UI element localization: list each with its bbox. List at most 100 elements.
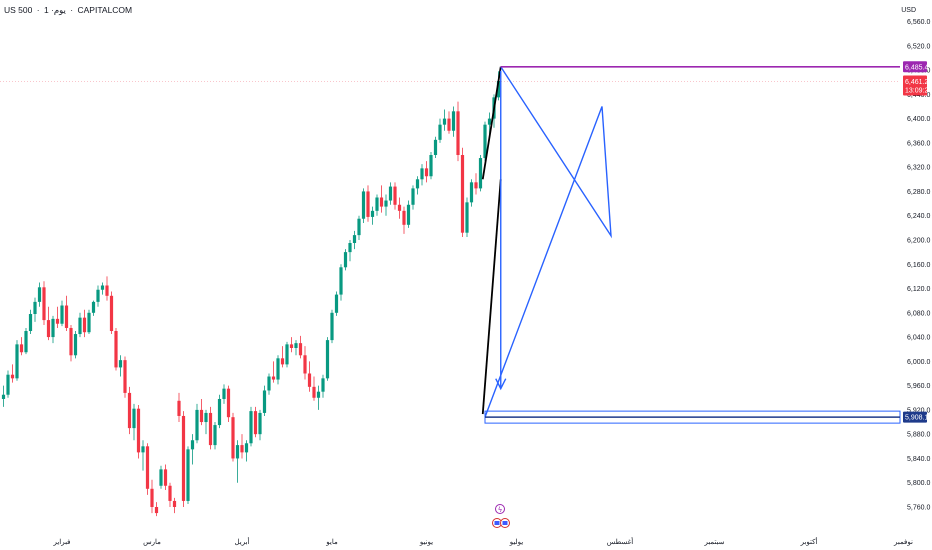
time-tick-label: أبريل [234, 536, 249, 546]
candle-body [298, 343, 303, 356]
time-tick-label: مارس [143, 538, 161, 546]
candle-body [226, 388, 231, 418]
candle-body [109, 295, 114, 332]
candle-body [289, 344, 294, 348]
candle-body [69, 327, 73, 356]
time-tick-label: نوفمبر [893, 539, 913, 546]
flash-event-icon [495, 504, 505, 514]
candle-body [424, 168, 429, 177]
candle-body [478, 158, 483, 189]
candle-body [132, 408, 136, 429]
flash-event-glyph: ϟ [498, 506, 503, 514]
price-tick-label: 6,240.0 [907, 213, 930, 220]
candle-body [379, 197, 384, 207]
candle-body [451, 111, 456, 131]
candle-body [456, 111, 460, 156]
candle-body [42, 287, 46, 321]
candle-body [361, 191, 366, 219]
candle-body [393, 186, 397, 205]
candle-body [384, 200, 388, 207]
candle-body [78, 317, 82, 335]
last-price-tag: 6,461.2 [905, 79, 928, 86]
candle-body [460, 155, 465, 233]
candle-body [244, 443, 249, 453]
candle-body [100, 285, 105, 290]
support-level-tag: 5,908.1 [905, 415, 928, 422]
candle-body [1, 394, 6, 399]
countdown-tag: 13:09:23 [905, 87, 932, 94]
candle-body [442, 118, 447, 125]
candle-body [114, 331, 118, 368]
candle-body [154, 507, 159, 514]
candle-body [352, 235, 357, 244]
candle-body [325, 340, 330, 379]
symbol-header[interactable]: US 500 · 1 ·يوم · CAPITALCOM [4, 5, 134, 16]
price-tags: 6,485.4 5,908.1 6,461.213:09:23 [903, 61, 932, 423]
candle-body [37, 287, 42, 302]
candle-body [217, 398, 222, 426]
time-axis[interactable]: فبراير مارس أبريل مايو يونيو يوليو أغسطس سبتمبر… [52, 536, 913, 546]
candle-body [195, 409, 199, 441]
candle-body [465, 202, 469, 233]
candle-body [469, 182, 474, 203]
candle-body [312, 386, 316, 398]
price-tick-label: 5,800.0 [907, 480, 930, 487]
candle-body [438, 124, 442, 140]
candle-body [496, 80, 501, 98]
candle-body [136, 408, 141, 453]
time-tick-label: أغسطس [607, 536, 634, 546]
candle-body [91, 301, 96, 313]
price-tick-label: 6,400.0 [907, 116, 930, 123]
candle-body [118, 360, 123, 368]
candle-body [64, 305, 69, 328]
projection-arrow-head [495, 378, 507, 391]
candle-body [87, 312, 91, 333]
candle-body [375, 197, 379, 211]
candle-body [186, 449, 190, 501]
time-tick-label: أكتوبر [800, 536, 818, 546]
candle-body [240, 445, 244, 453]
candle-body [429, 155, 433, 177]
last-price-tag-bg [903, 75, 927, 96]
candle-body [181, 415, 186, 501]
candle-body [258, 412, 262, 435]
time-tick-label: فبراير [52, 538, 70, 546]
candle-body [190, 440, 195, 450]
candle-body [231, 417, 235, 459]
candle-body [235, 445, 240, 459]
price-tick-label: 6,120.0 [907, 286, 930, 293]
candles [1, 71, 501, 517]
candle-body [253, 411, 258, 435]
candle-body [262, 390, 267, 413]
candle-body [402, 210, 406, 225]
candle-body [307, 373, 312, 387]
candle-body [46, 320, 51, 338]
candle-body [204, 412, 208, 423]
candle-body [330, 312, 334, 341]
flag-event-flag [502, 521, 508, 525]
candle-body [123, 360, 127, 393]
candle-body [15, 344, 19, 379]
candle-body [55, 318, 60, 324]
candle-body [276, 358, 280, 380]
candle-body [433, 139, 438, 156]
candle-body [271, 376, 276, 380]
price-tick-label: 6,040.0 [907, 335, 930, 342]
candle-body [294, 343, 298, 348]
candle-body [366, 191, 370, 217]
candle-body [208, 412, 213, 446]
candle-body [172, 500, 177, 507]
candle-body [159, 469, 163, 486]
candle-body [397, 204, 402, 211]
price-tick-label: 5,960.0 [907, 383, 930, 390]
upper-trendline [481, 66, 502, 180]
candle-body [357, 218, 361, 236]
top-level-tag-bg [903, 61, 927, 73]
event-icons[interactable]: ϟ [492, 504, 510, 528]
price-tick-label: 6,160.0 [907, 262, 930, 269]
candle-body [6, 374, 10, 395]
candle-body [163, 469, 168, 486]
candle-body [334, 294, 339, 313]
currency-label: USD [901, 7, 916, 14]
